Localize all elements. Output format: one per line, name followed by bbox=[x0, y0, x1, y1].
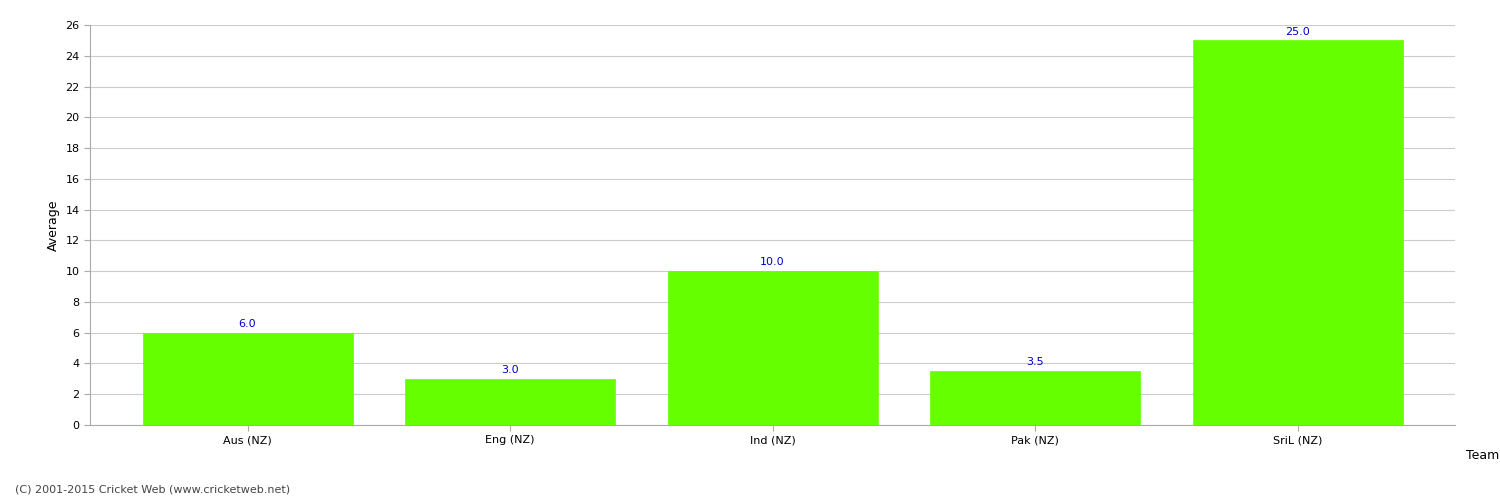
Text: 3.0: 3.0 bbox=[501, 365, 519, 375]
Bar bbox=[930, 371, 1140, 425]
Bar bbox=[668, 271, 878, 425]
Text: 25.0: 25.0 bbox=[1286, 26, 1310, 36]
Text: 6.0: 6.0 bbox=[238, 319, 256, 329]
Text: (C) 2001-2015 Cricket Web (www.cricketweb.net): (C) 2001-2015 Cricket Web (www.cricketwe… bbox=[15, 485, 290, 495]
Text: 3.5: 3.5 bbox=[1026, 358, 1044, 368]
Bar bbox=[142, 332, 352, 425]
Y-axis label: Average: Average bbox=[46, 199, 60, 251]
Text: 10.0: 10.0 bbox=[760, 258, 784, 268]
Bar bbox=[1192, 40, 1402, 425]
X-axis label: Team: Team bbox=[1466, 449, 1498, 462]
Bar bbox=[405, 379, 615, 425]
